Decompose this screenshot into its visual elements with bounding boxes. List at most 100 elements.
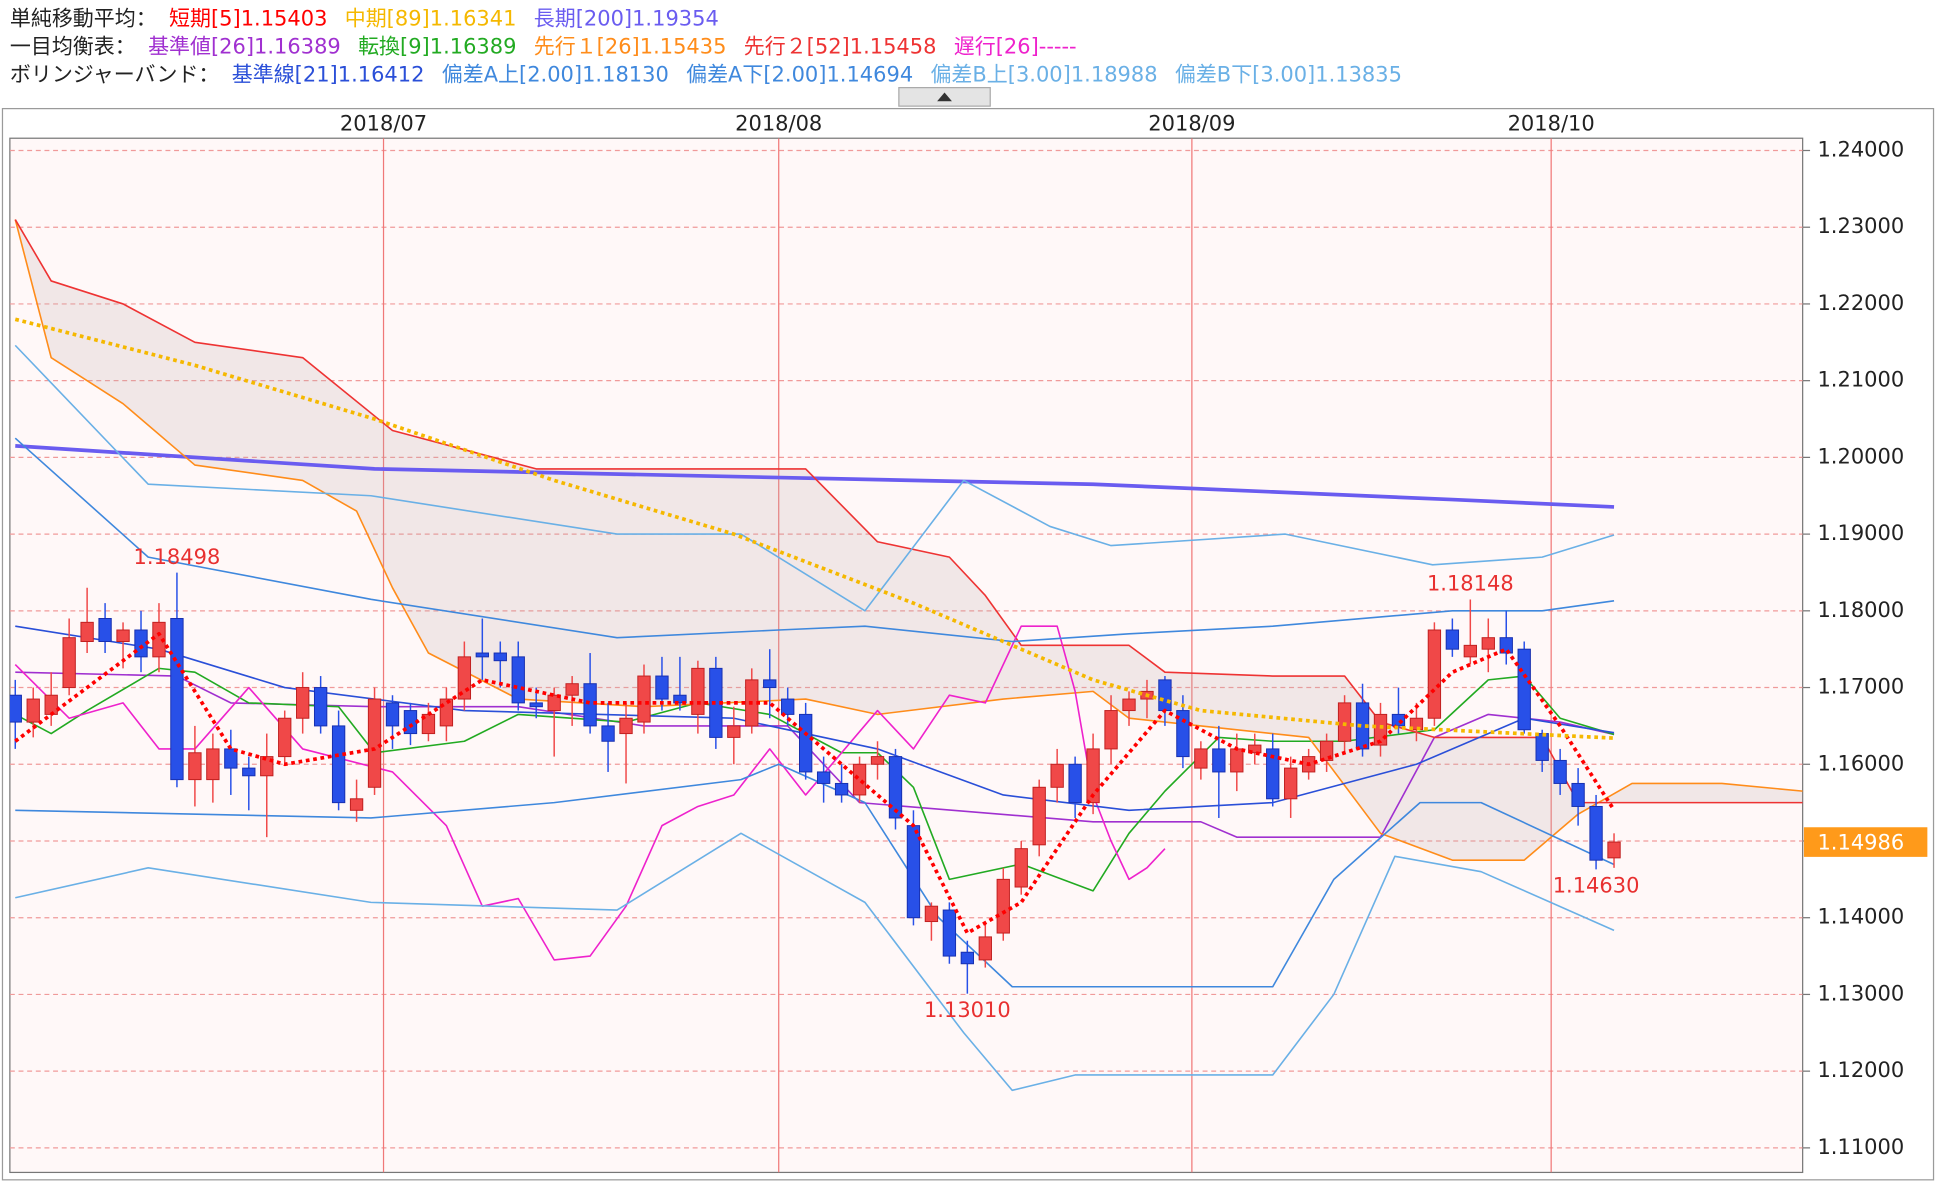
candle-body [1481, 637, 1495, 650]
candle-body [1194, 748, 1208, 769]
legend-item: 基準線[21]1.16412 [232, 62, 425, 86]
candle-body [367, 698, 382, 788]
candle-body [906, 825, 921, 919]
plot-area [9, 137, 1804, 1174]
candle-body [960, 951, 975, 965]
candle-body [493, 652, 507, 662]
indicator-line [14, 631, 1616, 935]
candle-body [1014, 848, 1028, 888]
candle-body [1589, 805, 1603, 861]
legend-item: 遅行[26]----- [954, 35, 1077, 59]
candle-body [278, 717, 292, 758]
price-annotation: 1.18498 [134, 545, 221, 569]
y-tick-label: 1.19000 [1817, 521, 1904, 545]
candle-body [673, 694, 687, 704]
overlay-layer: 単純移動平均： 短期[5]1.15403 中期[89]1.16341 長期[200]1… [10, 7, 1928, 1159]
y-tick-label: 1.23000 [1817, 214, 1904, 238]
candle-body [385, 702, 400, 727]
legend-item: 先行１[26]1.15435 [534, 35, 727, 59]
price-annotation: 1.18148 [1427, 572, 1514, 596]
legend-group-label: 一目均衡表： [10, 35, 136, 59]
candle-body [1104, 710, 1118, 750]
y-tick-label: 1.13000 [1817, 981, 1904, 1005]
candle-body [170, 618, 184, 781]
y-tick-label: 1.21000 [1817, 368, 1904, 392]
legend-group-label: ボリンジャーバンド： [10, 62, 220, 86]
candle-body [978, 936, 992, 961]
candle-body [511, 656, 525, 704]
candle-body [1068, 763, 1082, 804]
price-annotation: 1.14630 [1553, 874, 1640, 898]
x-tick-label: 2018/08 [735, 112, 822, 136]
y-tick-label: 1.16000 [1817, 751, 1904, 775]
legend-item: 長期[200]1.19354 [534, 7, 719, 31]
indicator-line [15, 763, 1615, 988]
candle-body [1230, 748, 1244, 773]
candle-body [1248, 744, 1262, 754]
legend-group-label: 単純移動平均： [10, 7, 157, 31]
indicator-line [14, 625, 1166, 961]
y-tick-label: 1.18000 [1817, 598, 1904, 622]
current-price-box [1803, 827, 1928, 857]
candle-body [80, 621, 94, 643]
candle-body [439, 698, 454, 727]
candle-body [44, 694, 58, 715]
candle-body [206, 748, 220, 781]
candle-body [583, 683, 597, 727]
candle-body [1535, 733, 1549, 761]
candle-body [296, 687, 310, 719]
legend-item: 偏差A上[2.00]1.18130 [442, 62, 669, 86]
candle-body [1517, 648, 1531, 731]
candle-body [1463, 644, 1477, 658]
candle-body [224, 748, 238, 769]
candle-body [1337, 702, 1352, 742]
candle-body [565, 683, 579, 696]
candle-body [1212, 748, 1226, 773]
candle-body [1158, 679, 1172, 712]
candle-body [9, 694, 22, 723]
y-tick-label: 1.22000 [1817, 291, 1904, 315]
candle-body [727, 725, 741, 738]
indicator-line [15, 832, 1615, 1092]
candle-body [1373, 713, 1388, 746]
indicator-line [15, 444, 1615, 509]
candle-body [888, 756, 903, 819]
candle-body [763, 679, 777, 689]
candle-body [1122, 698, 1136, 712]
candle-body [637, 675, 651, 723]
y-tick-label: 1.17000 [1817, 675, 1904, 699]
candle-body [1176, 710, 1190, 758]
y-tick-label: 1.11000 [1817, 1135, 1904, 1159]
plot-layer [9, 138, 1803, 1173]
candle-body [1266, 748, 1280, 800]
candle-body [942, 909, 957, 957]
candle-body [313, 687, 328, 727]
candle-body [799, 713, 813, 773]
x-tick-label: 2018/09 [1148, 112, 1235, 136]
candle-body [781, 698, 795, 715]
candle-body [1445, 629, 1460, 650]
legend-item: 偏差B上[3.00]1.18988 [930, 62, 1157, 86]
indicator-line [15, 625, 1615, 812]
legend-item: 短期[5]1.15403 [169, 7, 327, 31]
legend-item: 偏差B下[3.00]1.13835 [1175, 62, 1402, 86]
indicator-line [14, 437, 1615, 643]
candle-body [1391, 713, 1406, 727]
candle-body [26, 698, 40, 723]
candle-body [1355, 702, 1370, 750]
candle-body [691, 667, 705, 715]
candle-body [475, 652, 489, 658]
candle-body [1409, 717, 1424, 731]
y-tick-label: 1.14000 [1817, 905, 1904, 929]
candle-body [1032, 786, 1046, 846]
candle-body [1607, 841, 1621, 859]
indicator-line [14, 219, 1803, 861]
price-annotation: 1.13010 [924, 998, 1011, 1022]
candle-body [62, 637, 76, 689]
indicator-line [14, 317, 1615, 740]
candle-body [188, 752, 202, 781]
candle-body [349, 798, 364, 811]
candle-body [529, 702, 543, 708]
